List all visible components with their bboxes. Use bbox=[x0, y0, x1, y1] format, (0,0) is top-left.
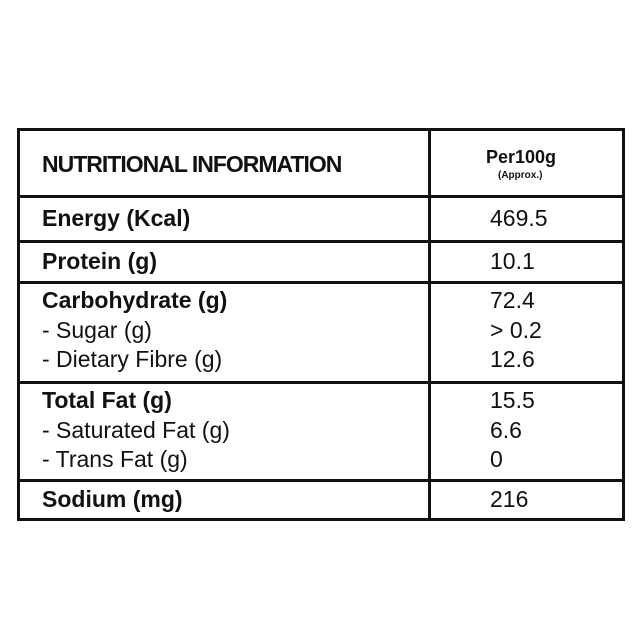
table-row: Protein (g) 10.1 bbox=[20, 240, 622, 284]
table-row: Energy (Kcal) 469.5 bbox=[20, 195, 622, 243]
nutrient-label: Protein (g) bbox=[42, 248, 157, 274]
table-row: Total Fat (g) 15.5 - Saturated Fat (g) 6.6 -… bbox=[20, 381, 622, 482]
nutrient-value: 0 bbox=[490, 446, 503, 472]
nutrient-value: 10.1 bbox=[490, 248, 535, 274]
table-title: NUTRITIONAL INFORMATION bbox=[42, 151, 342, 177]
column-note: (Approx.) bbox=[498, 170, 543, 181]
nutrient-label: Total Fat (g) bbox=[42, 387, 172, 413]
table-row: Carbohydrate (g) 72.4 - Sugar (g) > 0.2 - Di… bbox=[20, 281, 622, 384]
nutrient-value: 12.6 bbox=[490, 346, 535, 372]
nutrient-label: Energy (Kcal) bbox=[42, 205, 191, 231]
nutrition-table: NUTRITIONAL INFORMATION Per100g (Approx.… bbox=[17, 128, 625, 521]
sub-nutrient-label: - Trans Fat (g) bbox=[42, 446, 188, 472]
sub-nutrient-label: - Dietary Fibre (g) bbox=[42, 346, 223, 372]
nutrient-value: 469.5 bbox=[490, 205, 548, 231]
nutrient-value: 216 bbox=[490, 486, 529, 512]
nutrient-label: Carbohydrate (g) bbox=[42, 287, 228, 313]
table-row: Sodium (mg) 216 bbox=[20, 479, 622, 521]
nutrient-value: > 0.2 bbox=[490, 316, 542, 343]
column-divider bbox=[428, 131, 431, 518]
nutrient-value: 15.5 bbox=[490, 387, 535, 413]
sub-nutrient-label: - Sugar (g) bbox=[42, 316, 152, 343]
nutrient-value: 6.6 bbox=[490, 416, 522, 443]
sub-nutrient-label: - Saturated Fat (g) bbox=[42, 416, 230, 443]
nutrient-value: 72.4 bbox=[490, 287, 535, 313]
column-header: Per100g bbox=[486, 147, 557, 167]
nutrient-label: Sodium (mg) bbox=[42, 486, 183, 512]
